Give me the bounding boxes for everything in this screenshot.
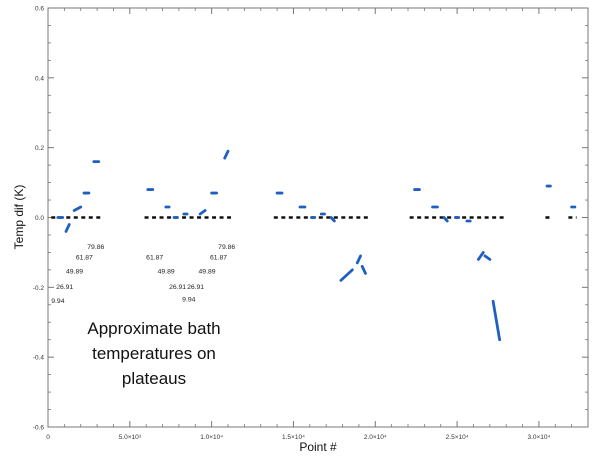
data-segment (339, 268, 354, 282)
x-tick-label: 5.0×10³ (119, 434, 142, 441)
y-tick-label: -0.2 (33, 285, 45, 292)
data-segment (360, 264, 367, 275)
bath-temp-label: 26.91 (187, 284, 204, 291)
axis-ticks: 0 5.0×10³ 1.0×10⁴ 1.5×10⁴ 2.0×10⁴ 2.5×10⁴ 3.0×… (33, 6, 588, 441)
data-segment (491, 299, 502, 342)
x-tick-label: 2.0×10⁴ (364, 434, 387, 441)
data-segment (355, 254, 362, 265)
bath-temp-label: 61.87 (146, 254, 163, 261)
x-tick-label: 1.5×10⁴ (282, 434, 305, 441)
bath-temp-label: 26.91 (169, 284, 186, 291)
y-tick-label: -0.4 (33, 355, 45, 362)
note-line-1: Approximate bath (87, 319, 220, 338)
data-segment (72, 205, 83, 212)
bath-temp-label: 49.89 (199, 268, 216, 275)
bath-temp-label: 49.89 (158, 268, 175, 275)
y-tick-label: 0.4 (35, 75, 44, 82)
bath-temp-label: 79.86 (218, 244, 235, 251)
data-segment (476, 251, 485, 261)
bath-temp-label: 9.94 (51, 298, 64, 305)
note-line-2: temperatures on (92, 344, 216, 363)
bath-temp-label: 26.91 (56, 284, 73, 291)
data-segment (223, 149, 230, 160)
data-segment (329, 216, 336, 223)
x-tick-label: 0 (46, 434, 50, 441)
bath-temp-label: 61.87 (210, 254, 227, 261)
x-tick-label: 2.5×10⁴ (446, 434, 469, 441)
data-segment (64, 223, 71, 233)
y-tick-label: 0.0 (35, 215, 44, 222)
data-segment (442, 216, 449, 223)
x-axis-title: Point # (299, 440, 337, 454)
bath-temp-label: 49.89 (66, 268, 83, 275)
series-layer (51, 149, 577, 342)
x-tick-label: 1.0×10⁴ (200, 434, 223, 441)
plot-area (47, 7, 589, 428)
y-tick-label: 0.2 (35, 145, 44, 152)
y-tick-label: 0.6 (35, 6, 44, 13)
plateau-note: Approximate bath temperatures on plateau… (87, 319, 220, 388)
data-segment (483, 254, 492, 261)
bath-temp-label: 61.87 (76, 254, 93, 261)
bath-temp-label: 79.86 (87, 244, 104, 251)
x-tick-label: 3.0×10⁴ (527, 434, 550, 441)
note-line-3: plateaus (122, 369, 186, 388)
data-segment (198, 209, 207, 216)
y-axis-title: Temp dif (K) (12, 185, 26, 250)
bath-temp-label: 9.94 (182, 296, 195, 303)
y-tick-label: -0.6 (33, 425, 45, 432)
